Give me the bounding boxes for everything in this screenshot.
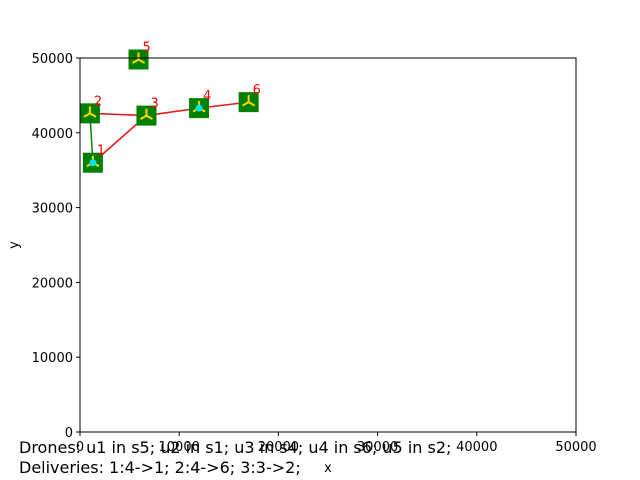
y-tick-label: 40000 bbox=[32, 127, 73, 142]
station-label: 2 bbox=[94, 94, 102, 109]
y-tick-label: 50000 bbox=[32, 52, 73, 67]
y-tick-label: 10000 bbox=[32, 351, 73, 366]
x-tick-label: 0 bbox=[76, 440, 84, 455]
x-tick-label: 10000 bbox=[159, 440, 200, 455]
drone-icon bbox=[83, 106, 97, 118]
x-tick-label: 30000 bbox=[357, 440, 398, 455]
station-node: 1 bbox=[82, 144, 105, 173]
x-tick-label: 50000 bbox=[555, 440, 596, 455]
edges-layer bbox=[89, 101, 249, 164]
package-dot bbox=[89, 159, 97, 167]
drones-caption: Drones: u1 in s5; u2 in s1; u3 in s4; u4… bbox=[19, 438, 452, 457]
package-dot bbox=[195, 104, 203, 112]
y-tick-label: 0 bbox=[65, 426, 73, 441]
x-axis-label: x bbox=[324, 461, 332, 476]
station-label: 5 bbox=[143, 40, 151, 55]
drone-icon bbox=[139, 108, 154, 120]
ticks-layer: 0 10000 20000 30000 40000 50000 0 10000 20000 300… bbox=[32, 52, 597, 455]
station-node: 6 bbox=[238, 83, 261, 113]
station-label: 3 bbox=[150, 97, 158, 112]
station-node: 5 bbox=[128, 40, 151, 70]
station-node: 3 bbox=[136, 97, 159, 126]
drone-icon bbox=[242, 95, 256, 107]
nodes-layer: 1 2 3 4 5 6 bbox=[79, 40, 261, 173]
station-label: 1 bbox=[97, 144, 105, 159]
y-tick-label: 20000 bbox=[32, 276, 73, 291]
y-axis-label: y bbox=[7, 241, 22, 249]
x-tick-label: 40000 bbox=[456, 440, 497, 455]
x-tick-label: 20000 bbox=[258, 440, 299, 455]
plot-frame bbox=[79, 57, 577, 433]
station-node: 2 bbox=[79, 94, 102, 124]
station-label: 6 bbox=[253, 83, 261, 98]
deliveries-caption: Deliveries: 1:4->1; 2:4->6; 3:3->2; bbox=[19, 458, 301, 477]
station-node: 4 bbox=[189, 89, 211, 119]
station-label: 4 bbox=[203, 89, 211, 104]
y-tick-label: 30000 bbox=[32, 202, 73, 217]
